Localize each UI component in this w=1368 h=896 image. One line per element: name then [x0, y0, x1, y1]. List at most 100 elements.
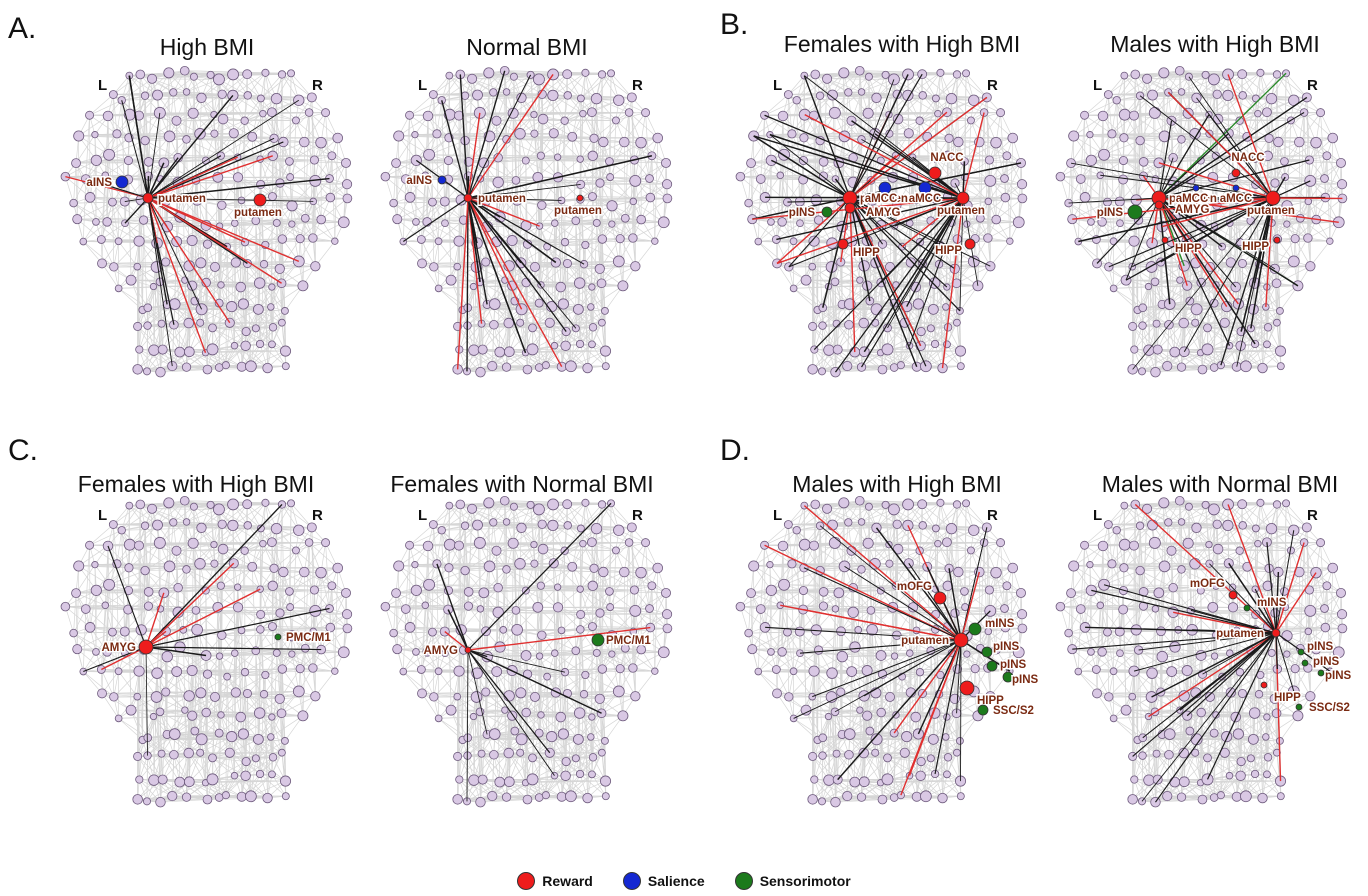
background-edge [138, 115, 170, 137]
background-node [163, 130, 176, 143]
region-label-putamen-left: putamen [158, 193, 206, 205]
background-edge [137, 304, 168, 327]
background-node [73, 130, 85, 142]
background-edge [83, 221, 97, 242]
background-node [325, 192, 336, 203]
background-edge [305, 197, 331, 219]
background-edge [234, 200, 242, 224]
region-label-aINS: aINS [406, 175, 432, 187]
background-edge [290, 176, 330, 179]
background-edge [291, 224, 300, 262]
background-node [598, 318, 606, 327]
background-node [79, 237, 88, 246]
background-node [521, 277, 531, 288]
background-node [196, 318, 205, 327]
background-node [140, 135, 150, 146]
background-node [241, 326, 251, 337]
background-edge [395, 163, 398, 220]
background-node [611, 116, 620, 125]
background-edge [121, 75, 130, 101]
background-node [102, 110, 114, 122]
background-edge [210, 74, 215, 134]
background-edge [260, 158, 291, 178]
background-edge [83, 221, 108, 242]
background-node [597, 70, 607, 79]
background-edge [116, 100, 123, 134]
background-node [90, 154, 102, 166]
background-node [588, 192, 597, 201]
background-node [630, 261, 641, 272]
background-edge [255, 205, 293, 222]
background-edge [300, 238, 335, 242]
background-node [429, 262, 439, 272]
background-node [210, 129, 219, 138]
background-edge [113, 74, 141, 95]
background-node [187, 107, 199, 119]
background-node [599, 345, 612, 357]
background-node [182, 88, 191, 96]
background-edge [205, 282, 232, 307]
background-node [516, 318, 525, 327]
background-edge [128, 136, 170, 139]
background-edge [129, 75, 146, 96]
background-node [174, 346, 186, 358]
background-node [515, 303, 528, 316]
background-node [342, 193, 353, 204]
background-edge [128, 179, 179, 183]
background-edge [315, 240, 336, 267]
background-node [226, 301, 238, 313]
background-edge [273, 120, 297, 139]
background-edge [232, 72, 266, 96]
background-edge [314, 159, 347, 164]
background-node [295, 234, 305, 244]
background-edge [244, 98, 262, 121]
background-node [607, 69, 616, 78]
background-edge [271, 286, 283, 323]
background-node [242, 69, 253, 80]
panel-title: Normal BMI [466, 34, 587, 60]
background-node [202, 239, 213, 249]
background-node [481, 257, 491, 267]
background-node [299, 136, 310, 148]
background-node [277, 234, 288, 244]
background-edge [116, 133, 119, 242]
background-node [587, 107, 597, 118]
background-edge [246, 73, 277, 99]
background-node [112, 129, 122, 139]
background-node [522, 364, 533, 375]
background-node [217, 281, 225, 289]
background-edge [94, 134, 129, 139]
background-edge [244, 98, 277, 121]
background-edge [173, 76, 195, 93]
node-aINS [115, 175, 129, 189]
background-edge [281, 74, 313, 98]
background-edge [279, 265, 316, 270]
background-edge [260, 176, 291, 200]
background-node [132, 364, 143, 375]
background-node [300, 213, 310, 223]
background-node [332, 132, 344, 144]
background-node [119, 196, 130, 207]
background-node [443, 155, 453, 166]
background-edge [252, 136, 284, 143]
background-node [179, 65, 190, 76]
background-node [503, 346, 515, 358]
background-node [576, 94, 585, 103]
background-node [245, 360, 257, 373]
background-node [562, 258, 572, 268]
background-node [595, 178, 605, 188]
background-node [582, 362, 593, 374]
background-node [321, 108, 331, 118]
hemisphere-left-label: L [98, 77, 107, 94]
background-node [422, 110, 434, 122]
background-edge [438, 288, 468, 309]
background-edge [299, 238, 316, 267]
background-node [635, 136, 647, 149]
background-node [202, 364, 213, 375]
hemisphere-left-label: L [773, 77, 782, 94]
background-edge [183, 199, 222, 206]
hemisphere-right-label: R [632, 77, 643, 94]
background-edge [540, 136, 573, 156]
background-edge [251, 136, 257, 221]
background-node [652, 132, 664, 144]
